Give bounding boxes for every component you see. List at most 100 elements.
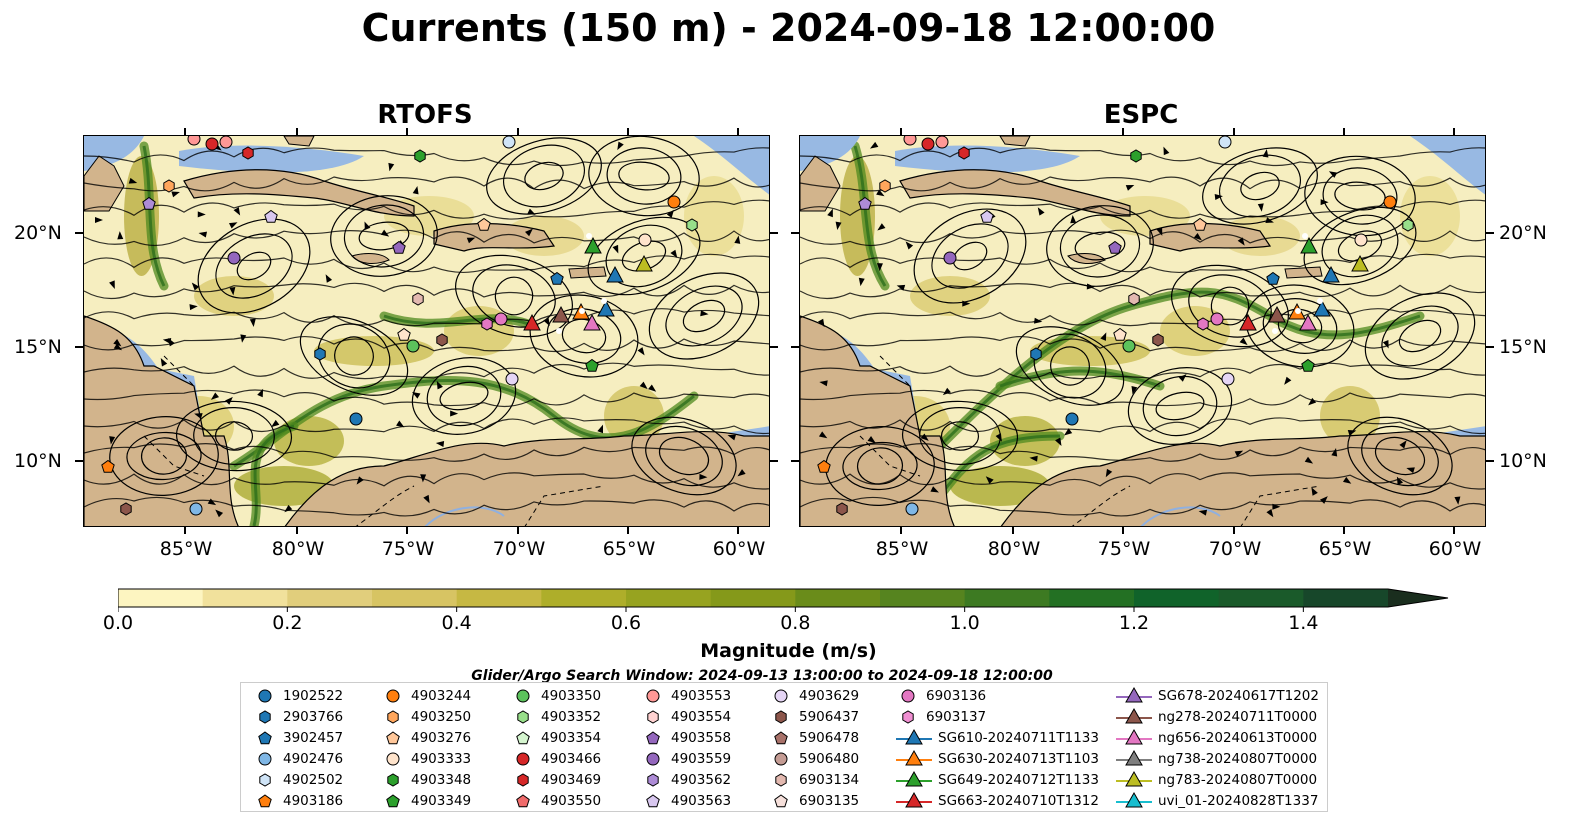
legend-item: ng783-20240807T0000: [1116, 770, 1317, 790]
legend-label: SG663-20240710T1312: [938, 793, 1099, 809]
legend-label: 4902476: [283, 751, 344, 767]
glider-marker-icon: [896, 792, 932, 808]
legend-item: ng278-20240711T0000: [1116, 707, 1317, 727]
hexagon-marker-icon: [647, 773, 659, 787]
colorbar-segment: [1303, 589, 1389, 607]
pentagon-marker-icon: [646, 731, 660, 745]
glider-marker-icon: [1116, 792, 1152, 808]
legend-item: 4903348: [381, 770, 471, 790]
colorbar-tick-label: 0.6: [610, 612, 642, 634]
espc-map[interactable]: [799, 135, 1486, 527]
hexagon-marker-icon: [517, 710, 529, 724]
legend-item: 1902522: [253, 686, 343, 706]
legend-label: 4903558: [671, 730, 732, 746]
colorbar-segment: [795, 589, 881, 607]
legend-item: SG678-20240617T1202: [1116, 686, 1319, 706]
lon-tick-label: 60°W: [712, 538, 766, 560]
legend-item: 4903562: [641, 770, 731, 790]
legend-item: ng738-20240807T0000: [1116, 749, 1317, 769]
lon-tick-label: 65°W: [1318, 538, 1372, 560]
legend-label: 4903276: [411, 730, 472, 746]
colorbar-tick-label: 1.0: [949, 612, 980, 634]
legend-label: 4903550: [541, 793, 602, 809]
legend-item: 4903550: [511, 791, 601, 811]
hexagon-marker-icon: [775, 710, 787, 724]
lon-tick-label: 80°W: [987, 538, 1041, 560]
legend-label: 4903333: [411, 751, 472, 767]
lat-tick-20n-right: 20°N: [1499, 222, 1547, 244]
map-canvas: [800, 136, 1485, 526]
legend-label: SG630-20240713T1103: [938, 751, 1099, 767]
colorbar-segment: [372, 589, 458, 607]
legend-item: SG630-20240713T1103: [896, 749, 1099, 769]
legend-label: 4903348: [411, 772, 472, 788]
colorbar-segment: [880, 589, 966, 607]
glider-marker-icon: [1116, 708, 1152, 724]
legend-label: 4902502: [283, 772, 344, 788]
legend-label: ng783-20240807T0000: [1158, 772, 1318, 788]
lat-tick-10n-left: 10°N: [14, 450, 62, 472]
pentagon-marker-icon: [516, 794, 530, 808]
legend-label: 3902457: [283, 730, 344, 746]
rtofs-map[interactable]: [83, 135, 770, 527]
legend-item: 4903629: [769, 686, 859, 706]
circle-marker-icon: [258, 689, 272, 703]
colorbar-tick-label: 1.4: [1288, 612, 1319, 634]
legend-label: 4903469: [541, 772, 602, 788]
legend-label: 4903186: [283, 793, 344, 809]
legend-item: 4903559: [641, 749, 731, 769]
lat-tick-15n-right: 15°N: [1499, 336, 1547, 358]
streamlines: [84, 136, 769, 517]
circle-marker-icon: [386, 689, 400, 703]
legend-item: 4903554: [641, 707, 731, 727]
glider-marker-icon: [1116, 729, 1152, 745]
lon-tick-label: 85°W: [159, 538, 213, 560]
legend-item: 6903137: [896, 707, 986, 727]
legend-label: SG678-20240617T1202: [1158, 688, 1319, 704]
lon-tick-label: 80°W: [271, 538, 325, 560]
legend-item: 4903186: [253, 791, 343, 811]
legend-label: 6903134: [799, 772, 860, 788]
hexagon-marker-icon: [387, 710, 399, 724]
legend-label: ng656-20240613T0000: [1158, 730, 1318, 746]
hexagon-marker-icon: [259, 773, 271, 787]
glider-marker-icon: [1116, 687, 1152, 703]
hexagon-marker-icon: [387, 773, 399, 787]
search-window-text: Glider/Argo Search Window: 2024-09-13 13…: [471, 668, 1053, 684]
legend-item: 3902457: [253, 728, 343, 748]
glider-marker-icon: [1116, 771, 1152, 787]
glider-marker-icon: [896, 771, 932, 787]
legend-item: uvi_01-20240828T1337: [1116, 791, 1318, 811]
legend-label: 4903554: [671, 709, 732, 725]
colorbar-segment: [456, 589, 542, 607]
colorbar-segment: [964, 589, 1050, 607]
observation-markers: [101, 136, 698, 516]
colorbar-tick-label: 0.8: [780, 612, 811, 634]
lat-tick-15n-left: 15°N: [14, 336, 62, 358]
legend-label: 5906478: [799, 730, 860, 746]
lat-tick-10n-right: 10°N: [1499, 450, 1547, 472]
legend-item: SG649-20240712T1133: [896, 770, 1099, 790]
hexagon-marker-icon: [902, 710, 914, 724]
colorbar-tick-label: 1.2: [1118, 612, 1150, 634]
legend-item: 4903352: [511, 707, 601, 727]
pentagon-marker-icon: [774, 731, 788, 745]
colorbar-segment: [626, 589, 712, 607]
colorbar-label: Magnitude (m/s): [700, 640, 877, 662]
hexagon-marker-icon: [259, 710, 271, 724]
legend-item: 4903466: [511, 749, 601, 769]
legend-label: 1902522: [283, 688, 344, 704]
hexagon-marker-icon: [775, 773, 787, 787]
legend-item: 6903134: [769, 770, 859, 790]
observation-markers: [817, 136, 1414, 516]
lat-tick-20n-left: 20°N: [14, 222, 62, 244]
legend-label: 2903766: [283, 709, 344, 725]
circle-marker-icon: [516, 752, 530, 766]
pentagon-marker-icon: [516, 731, 530, 745]
circle-marker-icon: [386, 752, 400, 766]
hexagon-marker-icon: [517, 773, 529, 787]
colorbar-segment: [287, 589, 373, 607]
colorbar-tick-label: 0.4: [441, 612, 472, 634]
legend-label: SG610-20240711T1133: [938, 730, 1099, 746]
legend: 1902522 2903766 3902457 4902476 4902502 49031…: [240, 682, 1328, 812]
